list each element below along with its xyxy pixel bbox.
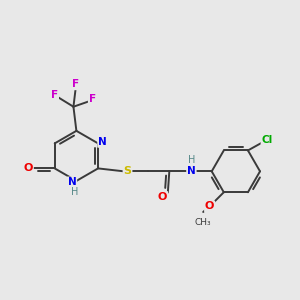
Text: H: H	[71, 187, 79, 197]
Text: Cl: Cl	[261, 135, 273, 145]
Text: O: O	[23, 164, 33, 173]
Text: O: O	[158, 192, 167, 202]
Text: CH₃: CH₃	[195, 218, 211, 227]
Text: H: H	[188, 155, 195, 165]
Text: F: F	[51, 90, 58, 100]
Text: N: N	[187, 166, 196, 176]
Text: F: F	[72, 79, 79, 89]
Text: S: S	[124, 166, 131, 176]
Text: N: N	[98, 137, 107, 147]
Text: N: N	[68, 177, 76, 188]
Text: F: F	[89, 94, 96, 104]
Text: O: O	[205, 201, 214, 212]
